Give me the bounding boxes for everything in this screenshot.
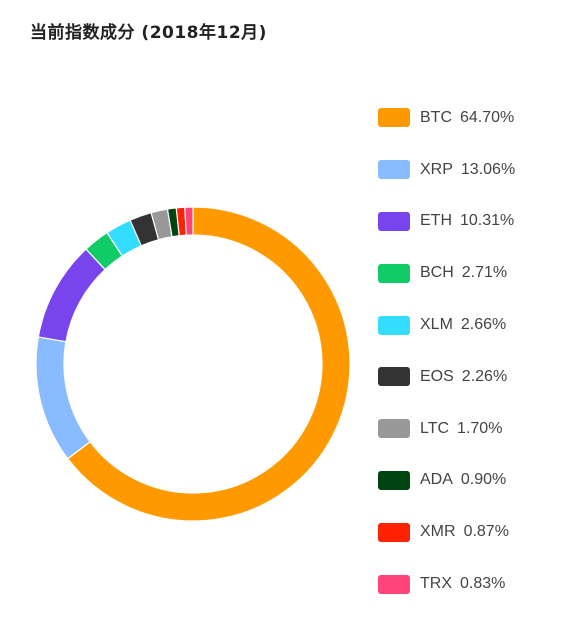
legend-item-xlm[interactable]: XLM 2.66% <box>378 299 578 351</box>
legend-item-btc[interactable]: BTC 64.70% <box>378 92 578 144</box>
legend-label: EOS 2.26% <box>420 368 507 386</box>
legend-series-name: XRP <box>420 160 453 178</box>
legend-percent: 0.90% <box>460 471 507 489</box>
legend-label: XLM 2.66% <box>420 316 506 334</box>
legend-swatch <box>378 419 410 439</box>
legend-series-name: EOS <box>420 367 454 385</box>
legend-percent: 1.70% <box>457 419 503 437</box>
legend-percent: 64.70% <box>460 108 515 126</box>
legend-series-name: TRX <box>420 575 452 593</box>
legend-item-ada[interactable]: ADA 0.90% <box>378 455 578 507</box>
legend-series-name: LTC <box>420 419 450 437</box>
legend-series-name: ADA <box>420 471 453 489</box>
legend-series-name: BCH <box>420 264 454 282</box>
legend-swatch <box>378 108 410 128</box>
chart-title: 当前指数成分 (2018年12月) <box>30 23 267 43</box>
chart-legend: BTC 64.70% XRP 13.06% ETH 10.31% BCH 2.71% XLM 2.… <box>378 92 578 610</box>
legend-percent: 2.71% <box>461 264 508 282</box>
legend-swatch <box>378 263 410 283</box>
legend-series-name: ETH <box>420 212 452 230</box>
legend-label: XMR 0.87% <box>420 523 509 541</box>
legend-series-name: BTC <box>420 108 452 126</box>
slice-btc[interactable] <box>66 206 351 522</box>
legend-swatch <box>378 315 410 335</box>
slice-eth[interactable] <box>37 248 106 343</box>
legend-item-trx[interactable]: TRX 0.83% <box>378 558 578 610</box>
legend-swatch <box>378 522 410 542</box>
legend-label: BTC 64.70% <box>420 109 514 127</box>
legend-item-bch[interactable]: BCH 2.71% <box>378 247 578 299</box>
legend-swatch <box>378 367 410 387</box>
legend-swatch <box>378 574 410 594</box>
legend-percent: 0.87% <box>463 523 509 541</box>
slice-trx[interactable] <box>184 206 194 236</box>
legend-percent: 2.66% <box>460 316 507 334</box>
legend-label: XRP 13.06% <box>420 161 515 179</box>
legend-item-xrp[interactable]: XRP 13.06% <box>378 144 578 196</box>
legend-item-eth[interactable]: ETH 10.31% <box>378 196 578 248</box>
legend-label: ADA 0.90% <box>420 471 506 489</box>
legend-item-xmr[interactable]: XMR 0.87% <box>378 506 578 558</box>
legend-percent: 2.26% <box>461 367 508 385</box>
legend-swatch <box>378 160 410 180</box>
legend-swatch <box>378 470 410 490</box>
legend-percent: 0.83% <box>460 575 506 593</box>
legend-percent: 10.31% <box>460 212 515 230</box>
slice-xrp[interactable] <box>35 336 91 460</box>
legend-percent: 13.06% <box>460 160 516 178</box>
legend-label: ETH 10.31% <box>420 212 514 230</box>
legend-label: LTC 1.70% <box>420 420 502 438</box>
legend-swatch <box>378 211 410 231</box>
legend-label: TRX 0.83% <box>420 575 505 593</box>
legend-series-name: XLM <box>420 316 453 334</box>
legend-item-ltc[interactable]: LTC 1.70% <box>378 403 578 455</box>
legend-item-eos[interactable]: EOS 2.26% <box>378 351 578 403</box>
legend-series-name: XMR <box>420 523 456 541</box>
legend-label: BCH 2.71% <box>420 264 507 282</box>
